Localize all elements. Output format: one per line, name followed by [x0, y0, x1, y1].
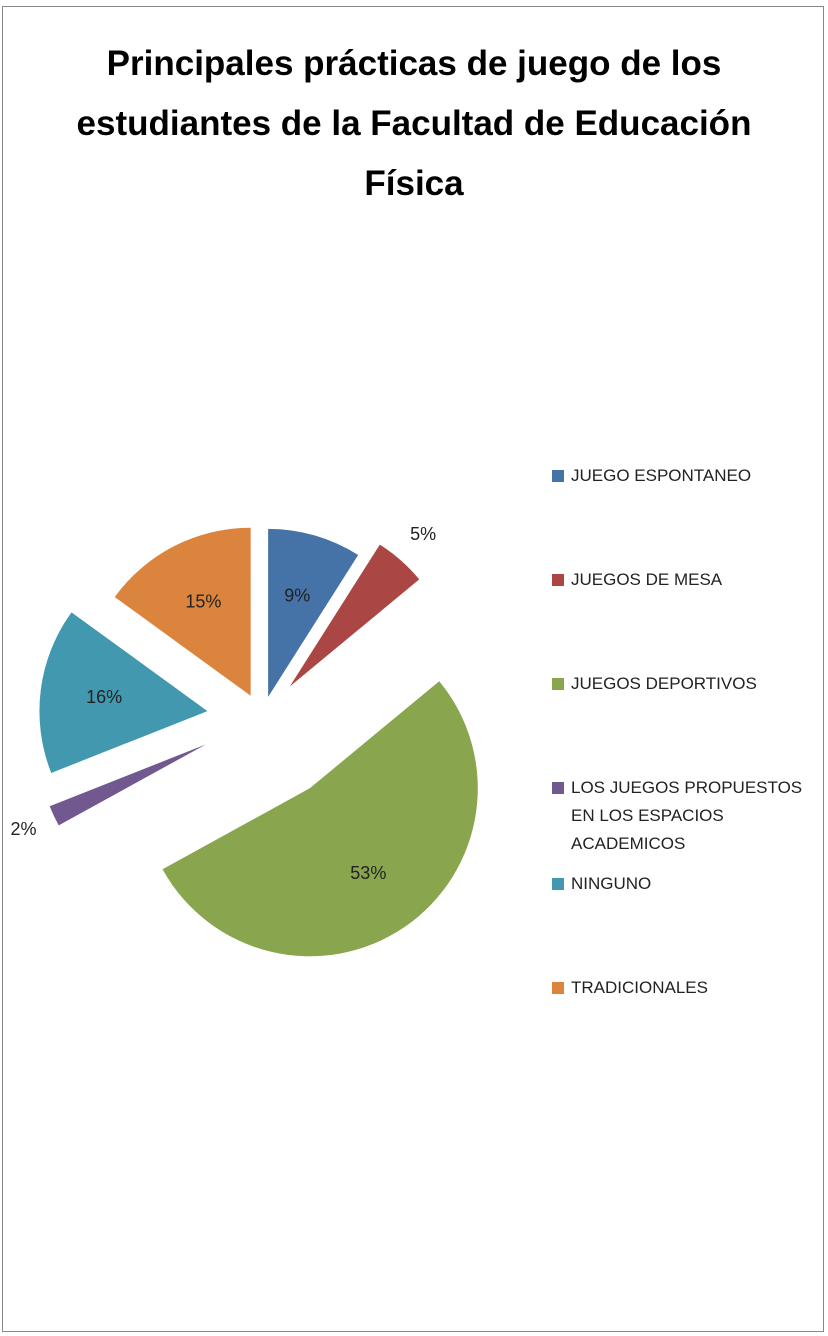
data-label: 53% — [350, 863, 386, 883]
data-label: 16% — [86, 687, 122, 707]
chart-title: Principales prácticas de juego de los es… — [76, 44, 752, 203]
legend-label: LOS JUEGOS PROPUESTOS EN LOS ESPACIOS AC… — [571, 778, 803, 853]
legend-label: JUEGOS DEPORTIVOS — [571, 674, 757, 693]
legend-swatch — [552, 574, 564, 586]
chart-frame — [2, 6, 824, 1332]
legend-item: TRADICIONALES — [552, 974, 822, 1078]
pie-slice — [49, 744, 206, 826]
legend-swatch — [552, 782, 564, 794]
pie-slice — [162, 681, 478, 957]
legend-label: JUEGOS DE MESA — [571, 570, 723, 589]
legend-swatch — [552, 878, 564, 890]
legend-swatch — [552, 470, 564, 482]
pie-slice — [289, 544, 420, 687]
pie-slice — [114, 527, 251, 696]
legend-label: NINGUNO — [571, 874, 652, 893]
pie-slice — [268, 528, 359, 697]
legend-label: TRADICIONALES — [571, 978, 708, 997]
legend-item: LOS JUEGOS PROPUESTOS EN LOS ESPACIOS AC… — [552, 774, 822, 870]
legend-swatch — [552, 678, 564, 690]
legend-item: NINGUNO — [552, 870, 822, 974]
data-label: 9% — [284, 586, 310, 606]
legend-swatch — [552, 982, 564, 994]
legend-label: JUEGO ESPONTANEO — [571, 466, 752, 485]
legend-item: JUEGO ESPONTANEO — [552, 462, 822, 566]
legend-item: JUEGOS DEPORTIVOS — [552, 670, 822, 774]
data-label: 2% — [10, 819, 36, 839]
legend: JUEGO ESPONTANEO JUEGOS DE MESA JUEGOS DEP… — [552, 462, 822, 1078]
pie-slice — [39, 612, 208, 773]
data-label: 15% — [185, 592, 221, 612]
legend-item: JUEGOS DE MESA — [552, 566, 822, 670]
data-label: 5% — [410, 524, 436, 544]
